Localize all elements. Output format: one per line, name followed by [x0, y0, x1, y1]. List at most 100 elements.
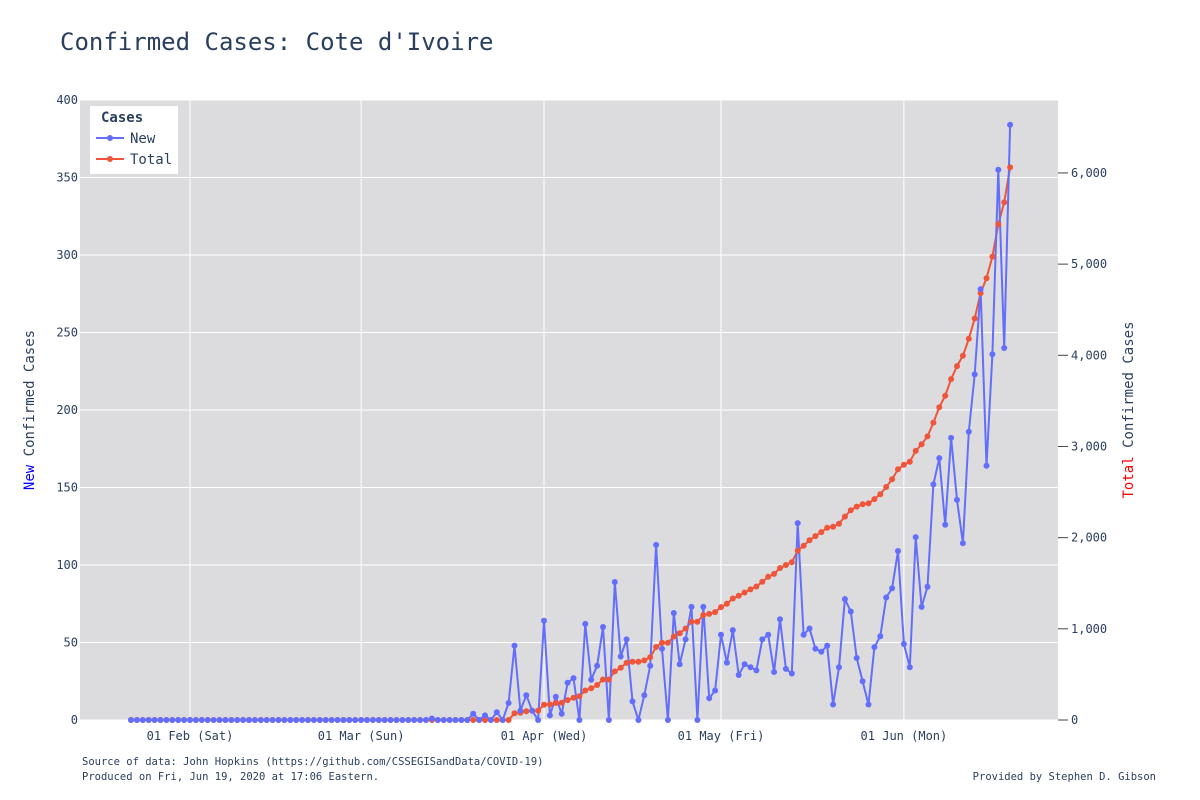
data-point-new: [257, 717, 264, 723]
data-point-new: [735, 672, 742, 678]
data-point-new: [281, 717, 288, 723]
data-point-total: [794, 547, 801, 554]
y-left-tick-label: 400: [56, 93, 78, 107]
data-point-new: [529, 707, 536, 714]
data-point-new: [458, 717, 465, 723]
data-point-new: [883, 594, 890, 601]
data-point-total: [989, 253, 996, 260]
data-point-new: [157, 717, 164, 723]
data-point-total: [670, 633, 677, 640]
y-right-tick-label: 2,000: [1071, 531, 1107, 545]
legend-title: Cases: [101, 110, 143, 126]
data-point-new: [411, 717, 418, 723]
x-tick-label: 01 Apr (Wed): [501, 729, 588, 743]
data-point-total: [664, 639, 671, 646]
data-point-new: [446, 717, 453, 723]
data-point-new: [664, 717, 671, 723]
data-point-new: [340, 717, 347, 723]
data-point-new: [865, 701, 872, 708]
data-point-total: [523, 708, 530, 715]
data-point-new: [328, 717, 335, 723]
data-point-total: [600, 676, 606, 683]
data-point-new: [688, 603, 695, 610]
y-left-tick-label: 300: [56, 248, 78, 262]
data-point-new: [877, 633, 884, 640]
data-point-new: [452, 717, 459, 723]
data-point-new: [588, 676, 595, 683]
data-point-new: [600, 624, 606, 630]
source-note: Source of data: John Hopkins (https://gi…: [82, 756, 544, 768]
data-point-new: [334, 717, 341, 723]
data-point-new: [989, 351, 996, 358]
data-point-new: [912, 534, 919, 541]
data-point-total: [895, 466, 901, 473]
data-point-new: [228, 717, 235, 723]
data-point-new: [181, 717, 188, 723]
data-point-new: [470, 710, 477, 717]
data-point-new: [523, 692, 530, 699]
series-points: [128, 121, 1014, 723]
data-point-new: [818, 648, 825, 655]
y-axis-left-label-suffix: Confirmed Cases: [22, 330, 38, 465]
data-point-total: [546, 701, 553, 708]
data-point-new: [428, 715, 435, 722]
data-point-total: [582, 687, 589, 694]
data-point-new: [358, 717, 365, 723]
data-point-total: [535, 707, 542, 714]
y-axis-right-label-prefix: Total: [1121, 456, 1137, 498]
data-point-new: [712, 687, 719, 694]
data-point-new: [936, 455, 943, 462]
data-point-total: [552, 700, 559, 706]
data-point-total: [647, 654, 654, 661]
data-point-total: [900, 461, 907, 468]
data-point-total: [800, 542, 807, 549]
data-point-total: [588, 685, 595, 692]
data-point-new: [299, 717, 306, 723]
data-point-new: [830, 701, 837, 708]
data-point-total: [812, 533, 819, 540]
data-point-new: [918, 603, 925, 610]
legend-marker-total: [107, 156, 113, 162]
data-point-total: [470, 717, 477, 723]
data-point-total: [859, 501, 866, 508]
data-point-total: [924, 433, 931, 440]
data-point-new: [381, 717, 388, 723]
data-point-new: [293, 717, 300, 723]
data-point-new: [251, 717, 258, 723]
data-point-total: [865, 500, 872, 507]
data-point-new: [859, 678, 866, 685]
data-point-new: [706, 695, 713, 702]
data-point-new: [948, 434, 955, 441]
data-point-total: [700, 612, 707, 619]
data-point-new: [316, 717, 323, 723]
data-point-total: [747, 586, 754, 593]
data-point-total: [570, 694, 577, 701]
data-point-new: [965, 428, 972, 435]
legend-marker-new: [107, 135, 113, 141]
data-point-total: [765, 573, 772, 580]
data-point-new: [753, 667, 760, 674]
data-point-total: [659, 639, 665, 646]
data-point-new: [629, 698, 636, 705]
x-tick-label: 01 May (Fri): [678, 729, 765, 743]
data-point-new: [812, 645, 819, 652]
data-point-total: [889, 476, 896, 483]
data-point-new: [476, 717, 483, 723]
y-right-tick-label: 1,000: [1071, 622, 1107, 636]
data-point-new: [623, 636, 630, 643]
y-left-tick-label: 350: [56, 171, 78, 185]
data-point-new: [269, 717, 276, 723]
y-left-tick-label: 200: [56, 403, 78, 417]
data-point-new: [405, 717, 412, 723]
data-point-total: [906, 458, 913, 465]
data-point-new: [983, 462, 990, 469]
data-point-total: [853, 503, 860, 510]
data-point-new: [393, 717, 400, 723]
data-point-new: [558, 710, 565, 717]
data-point-new: [723, 659, 730, 666]
data-point-new: [482, 712, 488, 719]
y-left-tick-label: 250: [56, 326, 78, 340]
data-point-new: [676, 661, 683, 668]
data-point-new: [605, 717, 612, 723]
